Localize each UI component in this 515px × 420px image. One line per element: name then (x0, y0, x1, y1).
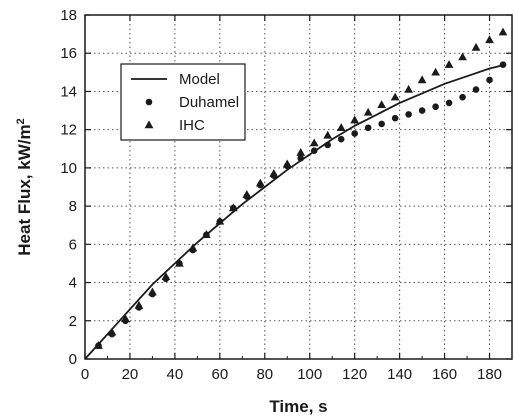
ihc-point (444, 60, 454, 68)
x-tick-label: 40 (167, 366, 184, 383)
duhamel-point (378, 120, 385, 128)
ihc-point (498, 27, 508, 36)
ihc-point (242, 190, 252, 198)
y-tick-label: 6 (69, 236, 77, 253)
ihc-point (471, 42, 481, 51)
ihc-point (377, 100, 387, 109)
legend-box (120, 63, 246, 141)
duhamel-point (337, 135, 345, 143)
plot-frame (84, 14, 513, 360)
y-tick-label: 16 (60, 45, 77, 62)
y-tick-label: 18 (60, 7, 77, 24)
legend: Model Duhamel IHC (120, 63, 246, 141)
ihc-point (201, 230, 211, 238)
duhamel-point (486, 76, 493, 84)
axis-ticks: 0 20 40 60 80 100 120 140 160 180 0 2 4 6 8 10 12 14 16 18 (60, 7, 512, 383)
legend-label: Model (179, 71, 220, 88)
ihc-point (363, 107, 373, 116)
duhamel-point (310, 147, 318, 154)
ihc-point (390, 92, 400, 101)
ihc-point (269, 169, 279, 177)
series-ihc (94, 27, 508, 349)
x-tick-label: 160 (432, 366, 457, 383)
legend-duhamel-swatch (145, 98, 153, 106)
model-line (84, 63, 506, 360)
ihc-point (107, 327, 117, 336)
ihc-point (134, 300, 144, 309)
ihc-point (485, 35, 494, 44)
duhamel-point (499, 61, 507, 68)
legend-label: IHC (179, 117, 205, 134)
duhamel-point (364, 124, 372, 132)
ihc-point (255, 178, 265, 187)
x-axis-title: Time, s (269, 397, 327, 416)
y-tick-label: 2 (69, 313, 77, 330)
duhamel-point (351, 130, 358, 137)
ihc-point (404, 84, 413, 93)
duhamel-point (445, 99, 453, 107)
ihc-point (350, 115, 360, 124)
ihc-point (323, 130, 333, 139)
duhamel-point (324, 141, 332, 149)
legend-ihc-swatch (144, 120, 154, 129)
ihc-point (175, 258, 184, 267)
ihc-point (309, 138, 319, 147)
ihc-point (296, 148, 306, 156)
duhamel-point (459, 93, 466, 101)
duhamel-point (391, 114, 399, 122)
legend-label: Duhamel (179, 94, 239, 111)
x-tick-label: 80 (256, 366, 273, 383)
y-tick-label: 10 (60, 160, 77, 177)
ihc-point (336, 123, 346, 131)
ihc-point (458, 52, 467, 61)
x-tick-label: 20 (122, 366, 139, 383)
duhamel-point (297, 155, 305, 162)
y-tick-label: 14 (60, 83, 77, 100)
y-tick-label: 8 (69, 198, 77, 215)
x-tick-label: 180 (477, 366, 502, 383)
x-tick-label: 140 (387, 366, 412, 383)
ihc-point (215, 216, 225, 225)
x-tick-label: 100 (297, 366, 322, 383)
series-model (84, 63, 506, 360)
ihc-point (431, 67, 440, 76)
y-tick-label: 4 (69, 275, 77, 292)
y-axis-title-main: Heat Flux, kW/m (15, 124, 34, 255)
duhamel-point (432, 103, 439, 111)
ihc-point (121, 314, 130, 323)
series-layer (84, 27, 508, 360)
x-tick-label: 0 (81, 366, 89, 383)
duhamel-point (418, 107, 426, 114)
ihc-point (161, 272, 171, 281)
duhamel-point (472, 86, 480, 93)
ihc-point (282, 159, 292, 168)
y-axis-title-superscript: 2 (15, 118, 27, 124)
duhamel-point (405, 111, 412, 118)
y-tick-label: 0 (69, 351, 77, 368)
y-tick-label: 12 (60, 122, 77, 139)
ihc-point (94, 341, 103, 349)
ihc-point (188, 243, 198, 252)
y-axis-title: Heat Flux, kW/m2 (15, 118, 34, 255)
ihc-point (228, 203, 238, 212)
x-tick-label: 60 (211, 366, 228, 383)
x-tick-label: 120 (342, 366, 367, 383)
ihc-point (148, 287, 157, 296)
ihc-point (417, 75, 427, 84)
